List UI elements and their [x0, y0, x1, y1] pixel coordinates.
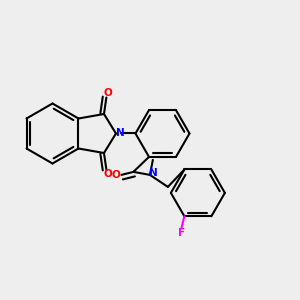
Text: O: O — [103, 169, 112, 179]
Text: O: O — [112, 170, 120, 180]
Text: N: N — [116, 128, 124, 139]
Text: F: F — [178, 228, 185, 238]
Text: N: N — [149, 168, 158, 178]
Text: O: O — [103, 88, 112, 98]
